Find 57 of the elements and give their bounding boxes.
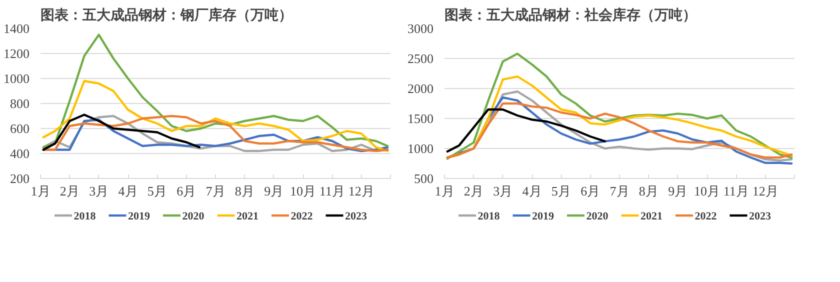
line-series <box>42 114 201 151</box>
x-tick-label: 12月 <box>348 184 374 198</box>
chart-title: 图表：五大成品钢材：钢厂库存（万吨） <box>40 6 292 24</box>
legend-label: 2022 <box>694 210 718 222</box>
x-tick-label: 10月 <box>694 184 720 198</box>
x-tick-label: 2月 <box>464 184 484 198</box>
y-tick-label: 1000 <box>4 71 30 86</box>
y-tick-label: 500 <box>414 171 434 186</box>
y-tick-label: 1000 <box>408 141 434 156</box>
x-tick-label: 2月 <box>60 184 80 198</box>
y-tick-label: 2500 <box>408 51 434 66</box>
x-tick-label: 8月 <box>638 184 658 198</box>
x-tick-label: 9月 <box>668 184 688 198</box>
legend-label: 2020 <box>182 210 205 222</box>
legend-label: 2023 <box>345 210 368 222</box>
x-tick-label: 5月 <box>551 184 571 198</box>
line-series <box>42 34 389 148</box>
y-tick-label: 400 <box>10 146 30 161</box>
x-tick-label: 1月 <box>30 184 50 198</box>
x-tick-label: 10月 <box>290 184 316 198</box>
x-tick-label: 7月 <box>610 184 630 198</box>
y-tick-label: 200 <box>10 171 30 186</box>
y-tick-label: 1500 <box>408 111 434 126</box>
legend-label: 2018 <box>74 210 96 222</box>
legend-label: 2023 <box>749 210 772 222</box>
y-tick-label: 1400 <box>4 21 30 36</box>
legend-label: 2019 <box>128 210 150 222</box>
x-tick-label: 11月 <box>319 184 345 198</box>
y-tick-label: 2000 <box>408 81 434 96</box>
x-tick-label: 3月 <box>493 184 513 198</box>
line-series <box>446 52 793 160</box>
legend-label: 2022 <box>290 210 314 222</box>
y-tick-label: 1200 <box>4 46 30 61</box>
x-tick-label: 5月 <box>147 184 167 198</box>
legend-label: 2021 <box>236 210 258 222</box>
x-tick-label: 6月 <box>176 184 196 198</box>
x-tick-label: 9月 <box>264 184 284 198</box>
line-series <box>42 80 389 152</box>
x-tick-label: 4月 <box>118 184 138 198</box>
x-tick-label: 1月 <box>434 184 454 198</box>
y-tick-label: 800 <box>10 96 30 111</box>
x-tick-label: 11月 <box>723 184 749 198</box>
x-tick-label: 3月 <box>89 184 109 198</box>
chart-title: 图表：五大成品钢材：社会库存（万吨） <box>444 6 696 24</box>
x-tick-label: 8月 <box>234 184 254 198</box>
line-series <box>446 102 793 159</box>
x-tick-label: 4月 <box>522 184 542 198</box>
y-tick-label: 600 <box>10 121 30 136</box>
line-series <box>446 108 606 153</box>
legend-label: 2021 <box>640 210 662 222</box>
x-tick-label: 7月 <box>206 184 226 198</box>
y-tick-label: 3000 <box>408 21 434 36</box>
x-tick-label: 6月 <box>580 184 600 198</box>
legend-label: 2020 <box>586 210 609 222</box>
legend-label: 2018 <box>478 210 500 222</box>
x-tick-label: 12月 <box>752 184 778 198</box>
legend-label: 2019 <box>532 210 554 222</box>
